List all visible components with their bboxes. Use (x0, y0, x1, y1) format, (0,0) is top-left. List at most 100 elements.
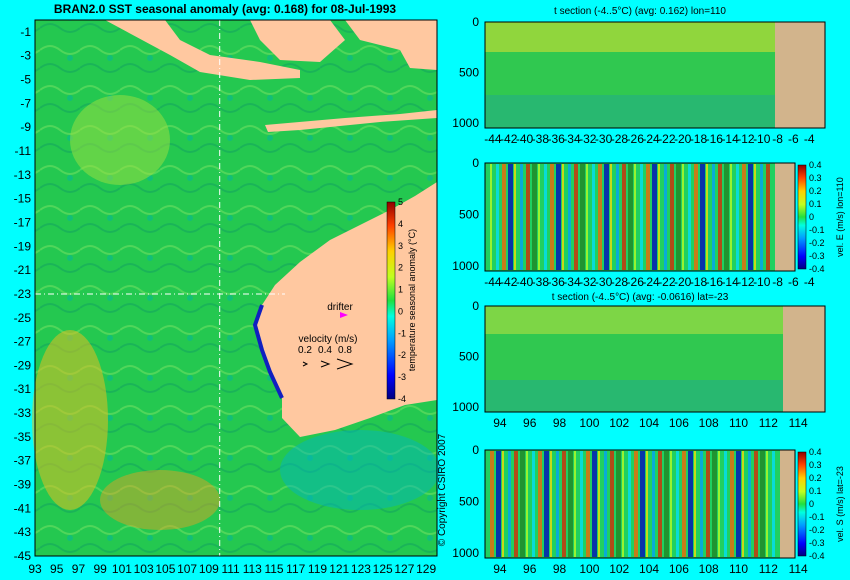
velocity-stripe-34 (694, 164, 698, 270)
panel-land-0 (775, 22, 825, 128)
panel-1-cbar-tick-0-4: 0.4 (809, 160, 822, 170)
map-x-tick-103: 103 (134, 562, 154, 576)
velocity-stripe-32 (682, 164, 684, 270)
velocity-stripe-43 (748, 164, 753, 270)
map-cbar-tick-1: 1 (398, 285, 403, 295)
map-y-tick-m29: -29 (14, 358, 32, 372)
velocity-stripe-9 (544, 164, 547, 270)
panel-0-x-tick-m40: -40 (516, 132, 534, 146)
panel-1-x-tick-m32: -32 (579, 275, 597, 289)
velocity-stripe-27 (652, 451, 655, 557)
velocity-stripe-28 (658, 451, 662, 557)
panel-3-x-tick-102: 102 (609, 562, 629, 576)
vel-e-stripes (490, 164, 770, 270)
panel-3-x-tick-108: 108 (699, 562, 719, 576)
panel-frame-2 (484, 305, 826, 413)
panel-3-cbar-tick-0-4: 0.4 (809, 447, 822, 457)
panel-0-x-tick-m34: -34 (563, 132, 581, 146)
map-x-tick-99: 99 (94, 562, 108, 576)
velocity-stripe-25 (640, 164, 643, 270)
main-title: BRAN2.0 SST seasonal anomaly (avg: 0.168… (54, 2, 396, 16)
velocity-stripe-41 (736, 451, 741, 557)
velocity-stripe-31 (676, 451, 679, 557)
panel-1-y-tick-500: 500 (459, 207, 479, 221)
velocity-stripe-38 (718, 451, 720, 557)
panel-2-x-tick-102: 102 (609, 416, 629, 430)
panel-1-x-tick-m12: -12 (737, 275, 755, 289)
vel-s-colorbar-label: vel. S (m/s) lat=-23 (835, 466, 845, 542)
panel-2-x-tick-104: 104 (639, 416, 659, 430)
panel-1-x-tick-m18: -18 (690, 275, 708, 289)
panel-frame-1 (484, 162, 796, 272)
map-x-tick-119: 119 (308, 562, 327, 576)
map-x-tick-127: 127 (394, 562, 414, 576)
map-x-tick-107: 107 (177, 562, 197, 576)
panel-3-cbar-tick-m0-2: -0.2 (809, 525, 825, 535)
map-y-tick-m25: -25 (14, 311, 32, 325)
panel-0-x-tick-m12: -12 (737, 132, 755, 146)
map-colorbar: 5 4 3 2 1 0 -1 -2 -3 -4 temperature seasonal anom… (386, 197, 417, 404)
velocity-stripe-1 (496, 164, 499, 270)
velocity-stripe-29 (664, 451, 669, 557)
map-y-tick-m39: -39 (14, 478, 32, 492)
panel-land-2 (783, 306, 825, 412)
panel-0-x-tick-m44: -44 (484, 132, 502, 146)
velocity-stripe-34 (694, 451, 696, 557)
velocity-stripe-21 (616, 451, 621, 557)
panel-0-x-tick-m30: -30 (595, 132, 613, 146)
velocity-stripe-42 (742, 164, 746, 270)
velocity-stripe-45 (760, 451, 765, 557)
panel-0-x-tick-m10: -10 (753, 132, 771, 146)
panel-0-x-tick-m6: -6 (788, 132, 799, 146)
copyright: © Copyright CSIRO 2007 (437, 433, 448, 546)
velocity-stripe-42 (742, 451, 744, 557)
panel-2-x-tick-100: 100 (579, 416, 599, 430)
velocity-arrow-small (302, 361, 309, 367)
velocity-stripe-21 (616, 164, 619, 270)
panel-0-x-tick-m24: -24 (642, 132, 660, 146)
map-x-tick-115: 115 (264, 562, 283, 576)
map-cbar-tick-m1: -1 (398, 328, 406, 338)
panel-0-x-tick-m38: -38 (532, 132, 550, 146)
velocity-arrow-large (336, 358, 354, 370)
panel-3-x-tick-106: 106 (669, 562, 689, 576)
map-colorbar-ticks: 5 4 3 2 1 0 -1 -2 -3 -4 (398, 197, 406, 404)
panel-3-x-tick-112: 112 (759, 562, 778, 576)
map-y-tick-m7: -7 (20, 96, 31, 110)
map-cbar-tick-m4: -4 (398, 394, 406, 404)
map-frame (34, 19, 438, 557)
velocity-stripe-33 (688, 451, 693, 557)
map-colorbar-ramp (386, 201, 396, 400)
panel-2-x-tick-114: 114 (789, 416, 808, 430)
panel-0-x-tick-m32: -32 (579, 132, 597, 146)
panel-1-x-tick-m4: -4 (804, 275, 815, 289)
map-x-tick-123: 123 (351, 562, 371, 576)
section-panel-t-lat: t section (-4..5°C) (avg: -0.0616) lat=-… (452, 292, 826, 430)
velocity-stripe-44 (754, 164, 756, 270)
map-y-tick-m45: -45 (14, 549, 32, 563)
map-x-tick-111: 111 (221, 562, 240, 576)
panel-3-x-tick-98: 98 (553, 562, 567, 576)
panel-2-x-tick-110: 110 (729, 416, 748, 430)
panel-1-x-tick-m38: -38 (532, 275, 550, 289)
velocity-stripe-14 (574, 451, 576, 557)
map-x-tick-93: 93 (28, 562, 42, 576)
velocity-stripe-23 (628, 164, 633, 270)
anomaly-warm-southwest (32, 330, 108, 510)
velocity-stripe-35 (700, 451, 703, 557)
velocity-stripe-13 (568, 164, 571, 270)
map-cbar-tick-2: 2 (398, 263, 403, 273)
velocity-stripe-0 (490, 451, 494, 557)
panel-2-x-tick-94: 94 (493, 416, 507, 430)
coastal-current-leeuwin (252, 304, 284, 399)
velocity-stripe-9 (544, 451, 549, 557)
panel-0-x-tick-m22: -22 (658, 132, 676, 146)
velocity-stripe-36 (706, 164, 708, 270)
velocity-stripe-26 (646, 164, 650, 270)
velocity-stripe-4 (514, 164, 516, 270)
panel-0-y-tick-1000: 1000 (452, 116, 479, 130)
panel-1-y-tick-0: 0 (472, 156, 479, 170)
panel-1-x-tick-m8: -8 (772, 275, 783, 289)
map-x-tick-105: 105 (155, 562, 175, 576)
velocity-stripe-8 (538, 164, 540, 270)
